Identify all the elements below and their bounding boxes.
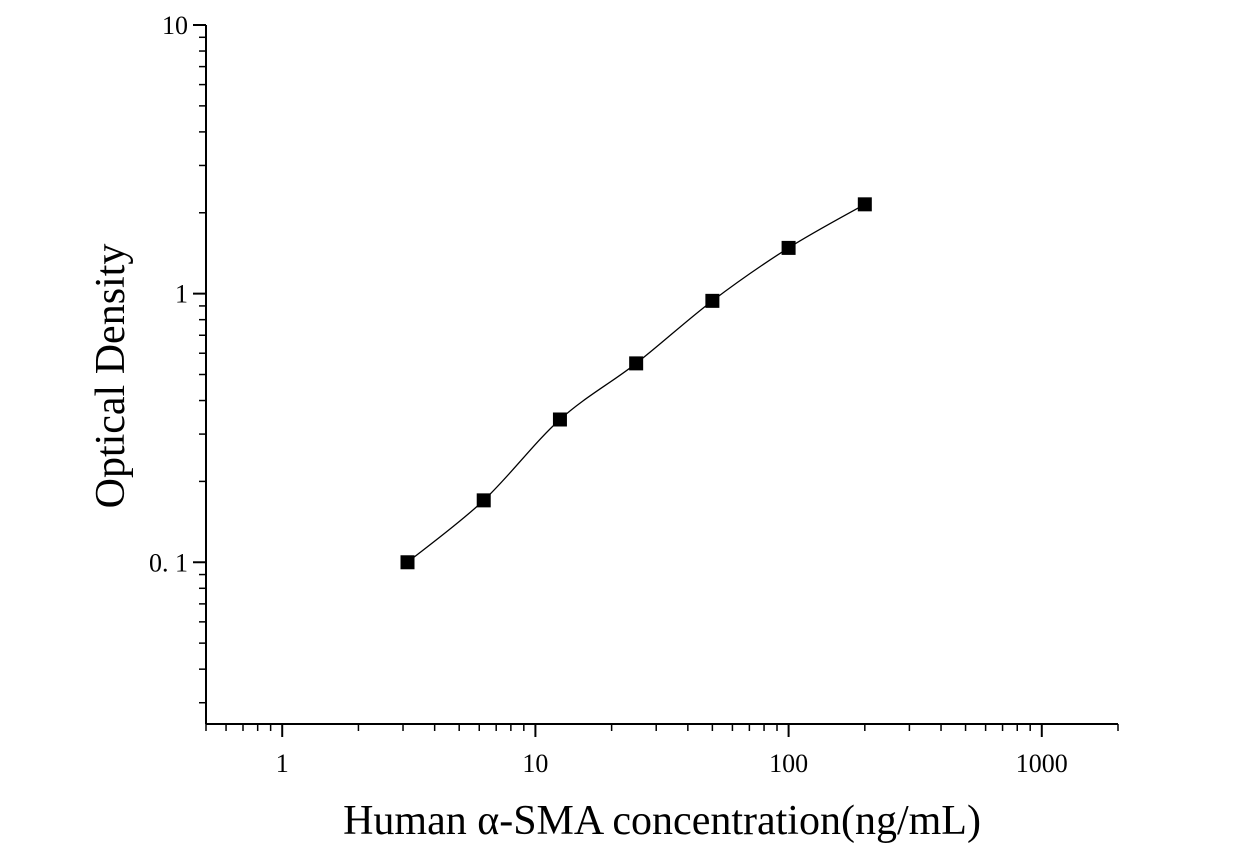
x-tick-label: 1 [276,749,289,778]
y-axis-label: Optical Density [88,244,134,509]
fit-curve [407,203,866,563]
y-axis-ticks: 0. 1 1 10 [149,11,206,704]
x-axis-ticks: 1 10 100 1000 [205,724,1119,778]
y-tick-label: 0. 1 [149,548,188,577]
x-tick-label: 10 [522,749,548,778]
data-points [400,197,872,570]
data-point [552,412,567,427]
data-point [400,555,415,570]
data-point [629,356,644,371]
y-tick-label: 1 [175,280,188,309]
y-tick-label: 10 [162,11,188,40]
data-point [476,493,491,508]
data-point [705,293,720,308]
data-point [781,240,796,255]
data-point [857,197,872,212]
x-tick-label: 100 [769,749,808,778]
x-tick-label: 1000 [1016,749,1068,778]
axes [205,25,1118,725]
x-axis-label: Human α-SMA concentration(ng/mL) [343,798,981,844]
